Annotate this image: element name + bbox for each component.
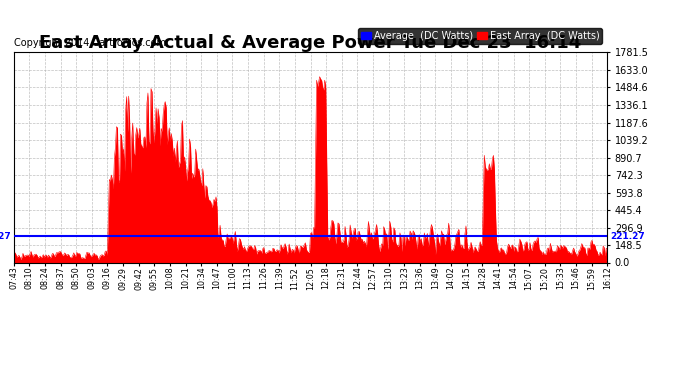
Text: 221.27: 221.27: [610, 232, 645, 241]
Title: East Array Actual & Average Power Tue Dec 23  16:14: East Array Actual & Average Power Tue De…: [39, 34, 582, 53]
Text: Copyright 2014 Cartronics.com: Copyright 2014 Cartronics.com: [14, 38, 166, 48]
Text: 221.27: 221.27: [0, 232, 11, 241]
Legend: Average  (DC Watts), East Array  (DC Watts): Average (DC Watts), East Array (DC Watts…: [359, 28, 602, 44]
